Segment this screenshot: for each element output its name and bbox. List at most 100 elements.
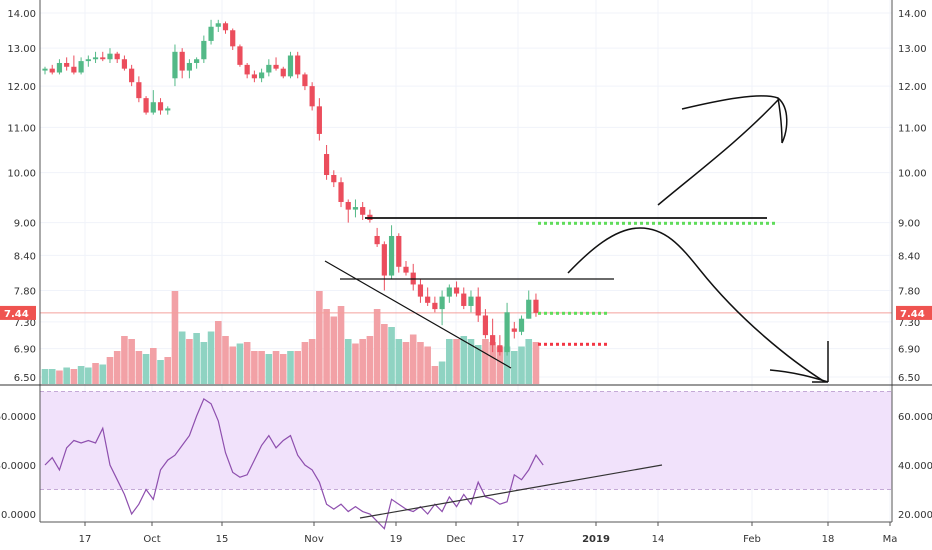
candle-body	[352, 207, 359, 210]
target-dots-upper	[610, 221, 613, 225]
stop-dots	[550, 342, 553, 346]
stop-dots	[580, 342, 583, 346]
volume-bar	[359, 339, 366, 384]
target-dots-current	[544, 311, 547, 315]
candle-body	[280, 68, 286, 77]
volume-bar	[308, 339, 316, 384]
volume-bar	[229, 346, 237, 384]
volume-bar	[135, 351, 143, 384]
stop-dots	[562, 342, 565, 346]
volume-bar	[388, 327, 395, 384]
rsi-tick-right: 20.0000	[898, 510, 932, 521]
stop-dots	[556, 342, 559, 346]
price-tick-left: 8.40	[14, 251, 36, 262]
volume-bar	[431, 366, 439, 384]
candle-body	[497, 345, 503, 353]
volume-bar	[352, 343, 359, 384]
price-tick-right: 11.00	[898, 123, 927, 134]
time-tick-label: 18	[822, 534, 835, 545]
candle-body	[114, 53, 120, 60]
volume-bar	[265, 354, 273, 384]
volume-bar	[366, 336, 374, 384]
target-dots-upper	[682, 221, 685, 225]
stop-dots	[598, 342, 601, 346]
candle-body	[266, 64, 272, 73]
volume-bar	[518, 346, 525, 384]
price-tick-left: 7.30	[14, 318, 36, 329]
price-tick-left: 14.00	[7, 9, 36, 20]
volume-bar	[63, 367, 70, 384]
candle-body	[323, 154, 330, 176]
candle-body	[403, 266, 409, 273]
candle-body	[287, 55, 294, 77]
candle-body	[244, 64, 250, 75]
candle-body	[360, 207, 366, 215]
target-dots-upper	[676, 221, 679, 225]
candle-body	[490, 335, 496, 346]
candle-body	[482, 315, 489, 336]
price-tick-left: 12.00	[7, 82, 36, 93]
candle-body	[121, 59, 128, 69]
candle-body	[453, 287, 460, 294]
volume-bar	[106, 357, 114, 384]
candle-body	[388, 235, 395, 276]
volume-bar	[77, 366, 85, 384]
price-tick-left: 7.80	[14, 287, 36, 298]
volume-bar	[150, 348, 157, 384]
volume-bar	[56, 370, 63, 384]
candle-body	[316, 106, 322, 134]
candle-body	[237, 46, 243, 65]
price-tick-left: 11.00	[7, 123, 36, 134]
target-dots-upper	[538, 221, 541, 225]
candle-body	[251, 74, 257, 79]
target-dots-upper	[664, 221, 667, 225]
volume-bar	[474, 345, 482, 384]
volume-bar	[41, 369, 49, 384]
target-dots-upper	[754, 221, 757, 225]
target-dots-upper	[628, 221, 631, 225]
current-price-label-right: 7.44	[900, 309, 925, 320]
candle-body	[230, 30, 236, 47]
candle-body	[396, 235, 402, 267]
candle-body	[381, 244, 387, 276]
volume-bar	[511, 351, 518, 384]
candle-body	[172, 51, 178, 79]
price-tick-right: 7.30	[898, 318, 920, 329]
candle-body	[186, 62, 192, 71]
target-dots-upper	[694, 221, 697, 225]
candle-body	[345, 201, 351, 210]
candle-body	[42, 68, 48, 71]
stop-dots	[568, 342, 571, 346]
user-drawings	[324, 95, 829, 383]
volume-bar	[525, 339, 533, 384]
target-dots-upper	[652, 221, 655, 225]
candle-body	[302, 74, 308, 87]
time-tick-label: 19	[390, 534, 403, 545]
candle-body	[432, 302, 438, 310]
volume-bar	[424, 346, 431, 384]
target-dots-upper	[634, 221, 637, 225]
candle-body	[331, 175, 337, 183]
candle-body	[374, 235, 380, 245]
volume-bar	[171, 291, 179, 384]
target-dots-upper	[688, 221, 691, 225]
volume-bar	[438, 361, 446, 384]
volume-bar	[157, 360, 164, 384]
candle-body	[511, 328, 517, 332]
target-dots-upper	[718, 221, 721, 225]
volume-bar	[409, 334, 417, 384]
price-tick-right: 6.50	[898, 373, 920, 384]
volume-bar	[214, 321, 222, 384]
target-dots-upper	[736, 221, 739, 225]
candle-body	[179, 51, 185, 71]
target-dots-upper	[586, 221, 589, 225]
price-tick-left: 6.90	[14, 345, 36, 356]
target-dots-upper	[658, 221, 661, 225]
volume-bar	[294, 351, 301, 384]
current-price-label-left: 7.44	[4, 309, 29, 320]
rsi-pane	[40, 391, 892, 530]
candle-body	[309, 86, 315, 107]
candle-body	[259, 72, 265, 79]
